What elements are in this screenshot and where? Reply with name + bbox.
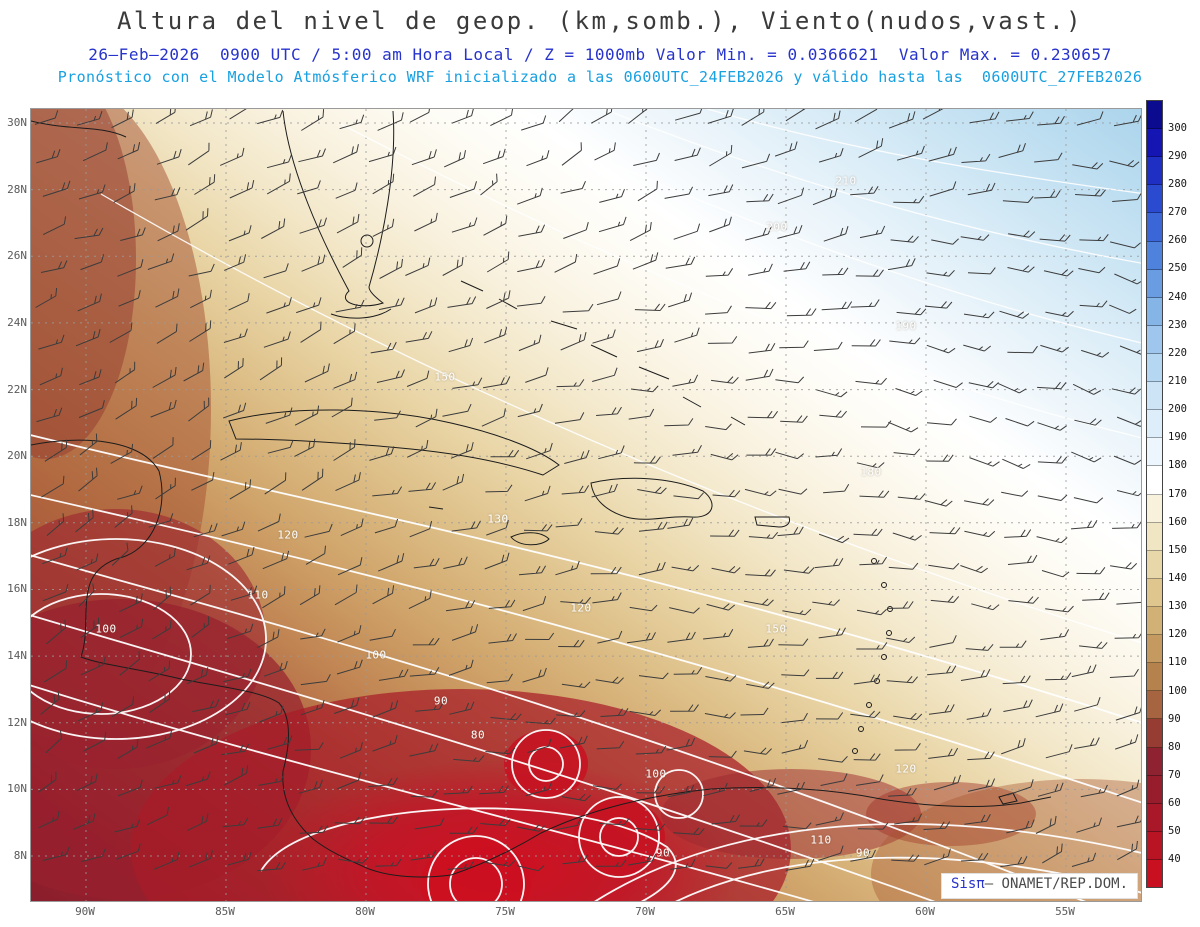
x-axis-tick: 80W (355, 905, 375, 918)
colorbar-segment (1147, 663, 1162, 692)
colorbar-tick-label: 270 (1168, 206, 1187, 219)
colorbar-tick-label: 90 (1168, 712, 1181, 725)
colorbar-segment (1147, 269, 1162, 298)
colorbar-segment (1147, 101, 1162, 130)
colorbar-segment (1147, 297, 1162, 326)
colorbar-tick-label: 280 (1168, 177, 1187, 190)
colorbar-segment (1147, 410, 1162, 439)
colorbar-segment (1147, 213, 1162, 242)
shading-overlays (31, 109, 1141, 901)
colorbar-segment (1147, 185, 1162, 214)
colorbar: 300 290 280 270 260 250 240 230 220 210 200 190 180 1… (1146, 100, 1200, 888)
colorbar-segment (1147, 635, 1162, 664)
colorbar-tick-label: 260 (1168, 234, 1187, 247)
colorbar-segment (1147, 831, 1162, 860)
colorbar-strip (1146, 100, 1163, 888)
height-contours (31, 109, 1141, 901)
colorbar-tick-label: 200 (1168, 403, 1187, 416)
y-axis-tick: 22N (7, 382, 27, 396)
y-axis-tick: 16N (7, 582, 27, 596)
colorbar-segment (1147, 606, 1162, 636)
attribution-badge: Sisπ— ONAMET/REP.DOM. (940, 873, 1138, 899)
colorbar-segment (1147, 775, 1162, 804)
colorbar-segment (1147, 438, 1162, 467)
x-axis-tick: 65W (775, 905, 795, 918)
colorbar-segment (1147, 129, 1162, 158)
x-axis-tick: 60W (915, 905, 935, 918)
colorbar-tick-label: 110 (1168, 656, 1187, 669)
colorbar-tick-label: 240 (1168, 290, 1187, 303)
colorbar-segment (1147, 522, 1162, 551)
colorbar-labels: 300 290 280 270 260 250 240 230 220 210 200 190 180 1… (1168, 100, 1200, 888)
y-axis-tick: 30N (7, 116, 27, 129)
colorbar-tick-label: 300 (1168, 121, 1187, 134)
y-axis-tick: 12N (7, 715, 27, 729)
colorbar-segment (1147, 157, 1162, 186)
y-axis-tick: 26N (7, 249, 27, 263)
x-axis-tick: 75W (495, 905, 515, 918)
map-area: 130 120 110 100 100 90 80 120 150 100 90 90 110 120 15… (30, 108, 1142, 902)
colorbar-tick-label: 60 (1168, 797, 1181, 810)
colorbar-segment (1147, 747, 1162, 776)
y-axis-tick: 20N (7, 449, 27, 463)
colorbar-tick-label: 160 (1168, 515, 1187, 528)
colorbar-tick-label: 170 (1168, 487, 1187, 500)
page-title: Altura del nivel de geop. (km,somb.), Vi… (116, 7, 1084, 35)
colorbar-tick-label: 210 (1168, 374, 1187, 387)
x-axis-tick: 55W (1055, 905, 1075, 918)
colorbar-tick-label: 70 (1168, 768, 1181, 781)
y-axis-tick: 28N (7, 182, 27, 196)
colorbar-tick-label: 120 (1168, 628, 1187, 641)
colorbar-tick-label: 290 (1168, 149, 1187, 162)
colorbar-segment (1147, 353, 1162, 383)
y-axis-tick: 8N (13, 849, 27, 863)
colorbar-tick-label: 250 (1168, 262, 1187, 275)
colorbar-tick-label: 150 (1168, 543, 1187, 556)
y-axis-tick: 18N (7, 515, 27, 529)
subtitle-validtime: 26—Feb—2026 0900 UTC / 5:00 am Hora Loca… (88, 45, 1112, 64)
x-axis-tick: 90W (75, 905, 95, 918)
colorbar-tick-label: 100 (1168, 684, 1187, 697)
colorbar-tick-label: 230 (1168, 318, 1187, 331)
attribution-text: — ONAMET/REP.DOM. (984, 876, 1128, 892)
x-axis-tick: 85W (215, 905, 235, 918)
colorbar-segment (1147, 466, 1162, 495)
y-axis-tick: 24N (7, 315, 27, 329)
colorbar-tick-label: 180 (1168, 459, 1187, 472)
colorbar-tick-label: 220 (1168, 346, 1187, 359)
weather-map-canvas (31, 109, 1141, 901)
colorbar-segment (1147, 382, 1162, 411)
y-axis-tick: 14N (7, 649, 27, 663)
graticule (31, 109, 1141, 901)
colorbar-segment (1147, 494, 1162, 523)
x-axis-tick: 70W (635, 905, 655, 918)
colorbar-tick-label: 140 (1168, 571, 1187, 584)
colorbar-tick-label: 190 (1168, 431, 1187, 444)
colorbar-tick-label: 50 (1168, 825, 1181, 838)
colorbar-segment (1147, 325, 1162, 354)
colorbar-segment (1147, 803, 1162, 832)
colorbar-segment (1147, 550, 1162, 579)
attribution-brand: Sisπ (950, 876, 985, 892)
colorbar-segment (1147, 241, 1162, 270)
colorbar-tick-label: 40 (1168, 853, 1181, 866)
coastlines (31, 110, 1052, 878)
colorbar-segment (1147, 719, 1162, 748)
colorbar-segment (1147, 578, 1162, 607)
colorbar-tick-label: 130 (1168, 600, 1187, 613)
y-axis-tick: 10N (7, 782, 27, 796)
colorbar-segment (1147, 691, 1162, 720)
colorbar-tick-label: 80 (1168, 740, 1181, 753)
wind-barbs (34, 109, 1141, 872)
colorbar-segment (1147, 859, 1162, 888)
subtitle-model: Pronóstico con el Modelo Atmósferico WRF… (57, 68, 1143, 86)
